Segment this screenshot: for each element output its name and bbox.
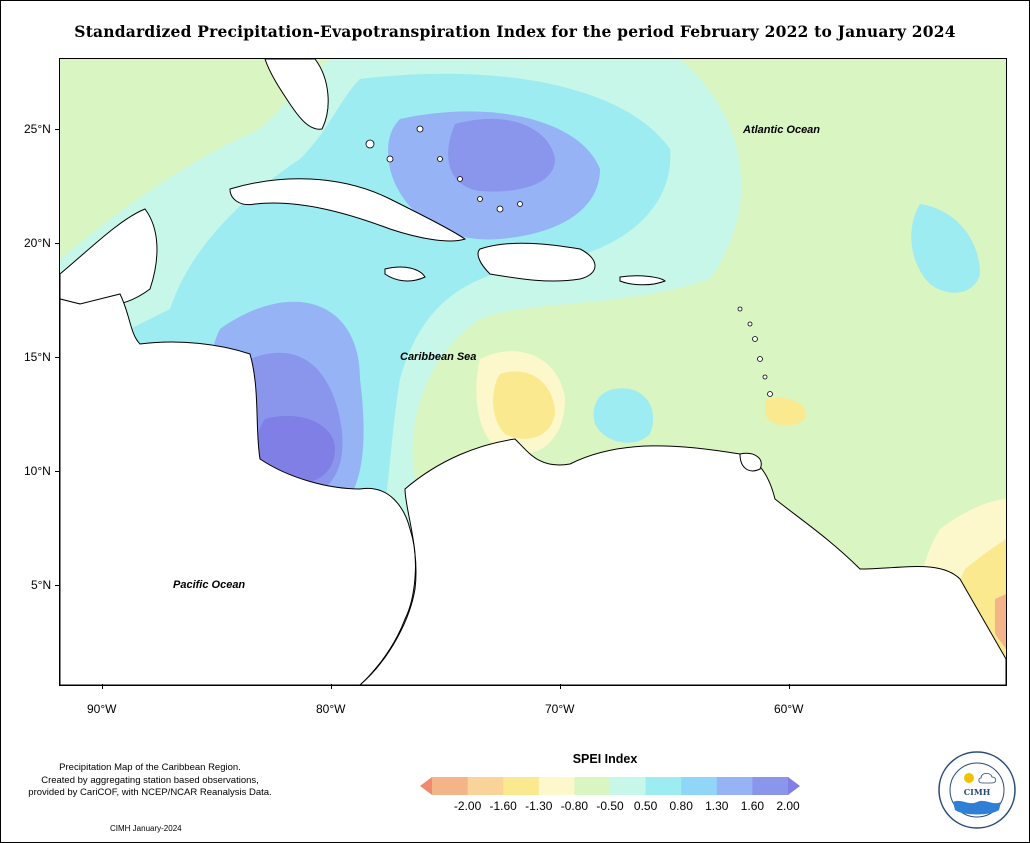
map-canvas bbox=[60, 59, 1006, 685]
label-caribbean-sea: Caribbean Sea bbox=[400, 351, 477, 363]
legend-title: SPEI Index bbox=[572, 752, 638, 766]
legend-value-label: 0.50 bbox=[633, 799, 658, 813]
legend-value-label: -1.30 bbox=[525, 799, 553, 813]
lat-tick-mark bbox=[55, 129, 60, 130]
land-central-america bbox=[60, 293, 416, 685]
lat-tick-mark bbox=[55, 471, 60, 472]
land-trinidad bbox=[739, 452, 762, 472]
label-pacific-ocean: Pacific Ocean bbox=[173, 579, 246, 591]
map-title: Standardized Precipitation-Evapotranspir… bbox=[74, 22, 956, 41]
zone-extremely-wet bbox=[448, 118, 555, 192]
legend-value-label: 1.60 bbox=[740, 799, 765, 813]
description-line: Precipitation Map of the Caribbean Regio… bbox=[59, 762, 241, 773]
lon-tick-90w: 90°W bbox=[87, 702, 117, 716]
legend-swatches bbox=[420, 777, 800, 795]
legend-swatch bbox=[681, 777, 718, 795]
bahamas-islands bbox=[365, 125, 523, 213]
legend-swatch bbox=[610, 777, 647, 795]
legend-value-label: 2.00 bbox=[776, 799, 800, 813]
lat-tick-mark bbox=[55, 357, 60, 358]
water-icon bbox=[953, 800, 1001, 815]
legend-value-label: 1.30 bbox=[705, 799, 729, 813]
lat-tick-25n: 25°N bbox=[24, 122, 51, 136]
zone-dry-lesser bbox=[765, 397, 806, 426]
sun-icon bbox=[964, 773, 974, 783]
legend-swatch bbox=[432, 777, 469, 795]
lon-tick-80w: 80°W bbox=[316, 702, 346, 716]
land-hispaniola bbox=[477, 242, 596, 282]
zone-dry-core bbox=[493, 371, 555, 439]
land-cuba bbox=[229, 178, 467, 242]
lat-tick-mark bbox=[55, 585, 60, 586]
legend-swatch bbox=[752, 777, 789, 795]
lon-tick-60w: 60°W bbox=[774, 702, 804, 716]
spei-map: Atlantic Ocean Caribbean Sea Pacific Oce… bbox=[59, 58, 1007, 686]
land-puerto-rico bbox=[619, 275, 666, 286]
legend-arrow-high bbox=[788, 777, 800, 795]
cimh-logo: CIMH bbox=[938, 751, 1016, 829]
zone-wet-east bbox=[911, 204, 980, 293]
legend-value-label: 0.80 bbox=[669, 799, 693, 813]
legend-value-label: -0.80 bbox=[560, 799, 589, 813]
legend-value-label: -0.50 bbox=[596, 799, 624, 813]
legend-arrow-low bbox=[420, 777, 432, 795]
lon-tick-mark bbox=[102, 684, 103, 689]
description-line: Created by aggregating station based obs… bbox=[41, 774, 259, 786]
lon-tick-mark bbox=[789, 684, 790, 689]
legend-value-label: -1.60 bbox=[489, 799, 517, 813]
legend-value-label: -2.00 bbox=[453, 799, 482, 813]
lat-tick-10n: 10°N bbox=[24, 464, 51, 478]
land-jamaica bbox=[384, 266, 426, 282]
land-florida bbox=[264, 59, 329, 130]
legend-swatch bbox=[645, 777, 682, 795]
description-line: provided by CariCOF, with NCEP/NCAR Rean… bbox=[28, 787, 272, 798]
lat-tick-5n: 5°N bbox=[31, 578, 52, 592]
credit-text: CIMH January-2024 bbox=[110, 824, 182, 833]
legend-swatch bbox=[716, 777, 753, 795]
land-south-america bbox=[359, 438, 1006, 685]
lon-tick-mark bbox=[560, 684, 561, 689]
lat-tick-15n: 15°N bbox=[24, 350, 51, 364]
cloud-icon bbox=[978, 772, 997, 784]
lon-tick-70w: 70°W bbox=[545, 702, 575, 716]
lon-tick-mark bbox=[331, 684, 332, 689]
legend-swatch bbox=[538, 777, 575, 795]
lesser-antilles-islands bbox=[737, 306, 773, 397]
lat-tick-20n: 20°N bbox=[24, 236, 51, 250]
zone-dry-guiana-strong bbox=[995, 594, 1006, 649]
map-description: Precipitation Map of the Caribbean Regio… bbox=[10, 762, 290, 800]
legend-colorbar bbox=[420, 777, 800, 795]
label-atlantic-ocean: Atlantic Ocean bbox=[743, 124, 821, 136]
logo-text: CIMH bbox=[964, 787, 991, 797]
lat-tick-mark bbox=[55, 243, 60, 244]
legend-swatch bbox=[574, 777, 611, 795]
legend-swatch bbox=[503, 777, 540, 795]
legend-swatch bbox=[467, 777, 504, 795]
zone-wet-mid bbox=[593, 388, 654, 443]
